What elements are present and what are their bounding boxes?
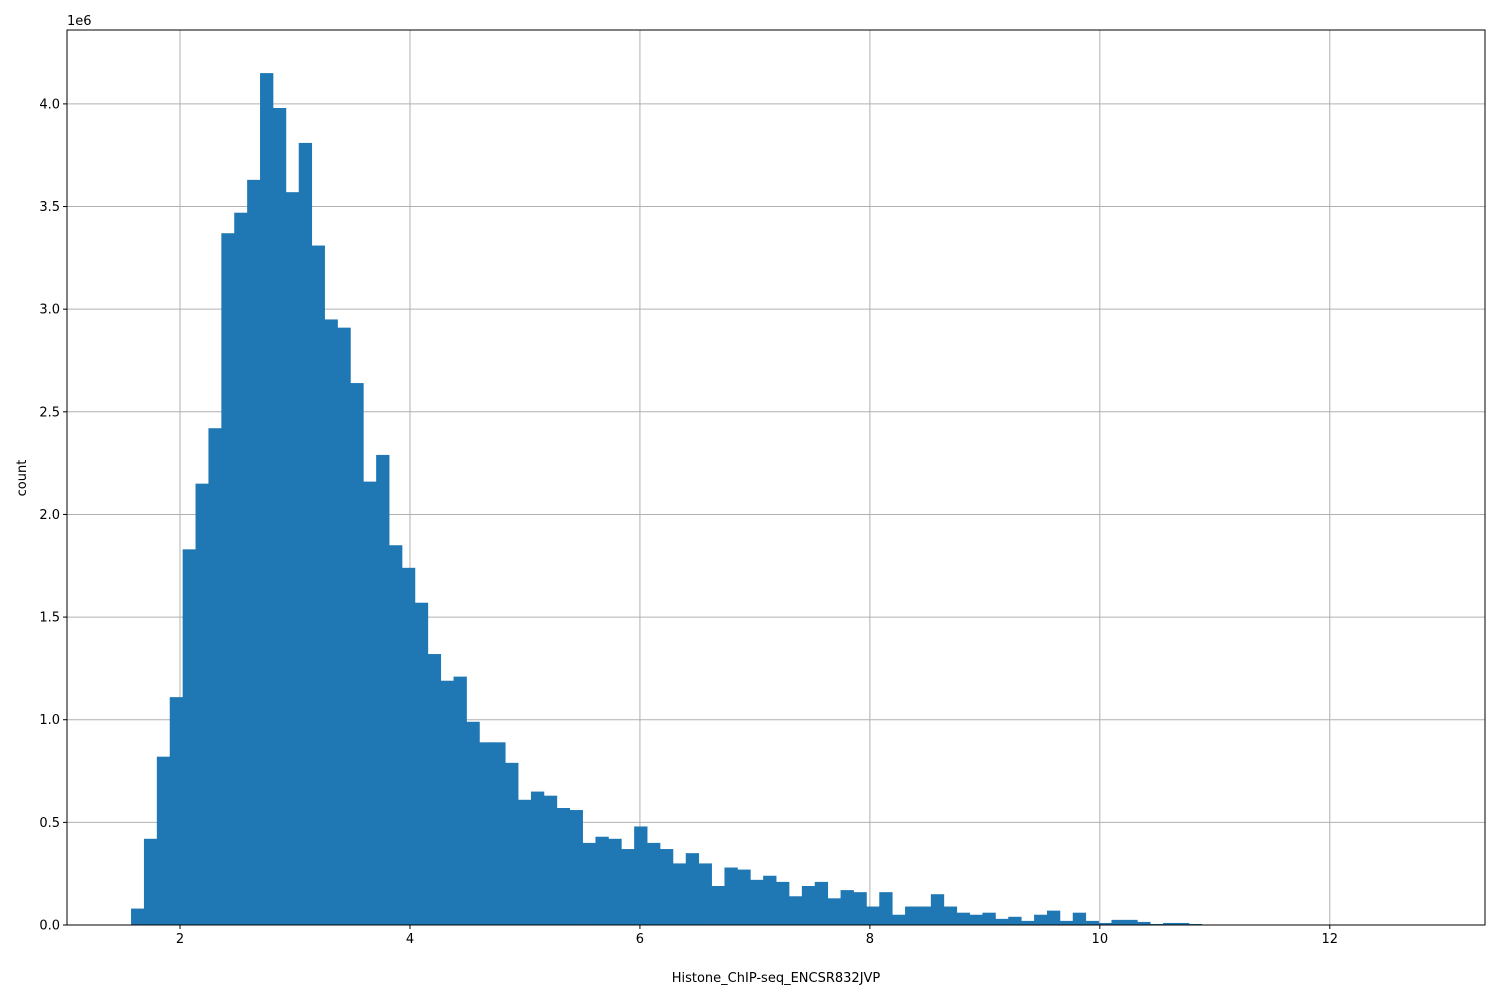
- y-tick-label: 0.0: [39, 919, 60, 934]
- histogram-bar: [660, 849, 673, 925]
- histogram-bar: [1047, 911, 1060, 925]
- histogram-bar: [1034, 915, 1047, 925]
- histogram-bar: [454, 677, 467, 925]
- histogram-bar: [776, 882, 789, 925]
- histogram-bar: [299, 143, 312, 925]
- histogram-bar: [789, 896, 802, 925]
- histogram-bar: [634, 826, 647, 925]
- histogram-bar: [337, 328, 350, 925]
- histogram-bar: [595, 837, 608, 925]
- histogram-bar: [1111, 920, 1124, 925]
- histogram-bar: [479, 742, 492, 925]
- y-tick-label: 0.5: [39, 816, 60, 831]
- y-tick-label: 4.0: [39, 97, 60, 112]
- y-tick-label: 2.0: [39, 508, 60, 523]
- y-tick-label: 3.5: [39, 200, 60, 215]
- histogram-bar: [518, 800, 531, 925]
- histogram-bar: [505, 763, 518, 925]
- x-axis: 2 4 6 8 10 12: [176, 925, 1338, 947]
- histogram-bar: [234, 213, 247, 925]
- histogram-bar: [931, 894, 944, 925]
- histogram-bar: [1124, 920, 1137, 925]
- histogram-bar: [802, 886, 815, 925]
- histogram-bar: [737, 870, 750, 925]
- x-tick-label: 12: [1322, 932, 1339, 947]
- histogram-bar: [1086, 921, 1099, 925]
- y-axis-label: count: [15, 460, 30, 497]
- histogram-bar: [828, 898, 841, 925]
- y-tick-label: 1.5: [39, 611, 60, 626]
- histogram-bar: [621, 849, 634, 925]
- histogram-bar: [325, 319, 338, 925]
- histogram-bar: [544, 796, 557, 925]
- y-tick-label: 1.0: [39, 713, 60, 728]
- histogram-bar: [428, 654, 441, 925]
- histogram-bar: [183, 549, 196, 925]
- histogram-bar: [144, 839, 157, 925]
- histogram-bar: [1073, 913, 1086, 925]
- histogram-bar: [466, 722, 479, 925]
- histogram-bar: [686, 853, 699, 925]
- histogram-bar: [673, 863, 686, 925]
- x-tick-label: 2: [176, 932, 184, 947]
- y-tick-label: 3.0: [39, 303, 60, 318]
- histogram-bar: [247, 180, 260, 925]
- x-tick-label: 10: [1092, 932, 1109, 947]
- histogram-bar: [995, 919, 1008, 925]
- histogram-bar: [763, 876, 776, 925]
- histogram-bar: [699, 863, 712, 925]
- x-tick-label: 6: [636, 932, 644, 947]
- histogram-bar: [918, 907, 931, 925]
- histogram-bar: [724, 868, 737, 925]
- histogram-bar: [208, 428, 221, 925]
- y-axis: 0.0 0.5 1.0 1.5 2.0 2.5 3.0 3.5 4.0: [39, 97, 67, 933]
- histogram-bar: [583, 843, 596, 925]
- histogram-bar: [350, 383, 363, 925]
- y-offset-label: 1e6: [67, 14, 92, 29]
- histogram-bar: [389, 545, 402, 925]
- y-tick-label: 2.5: [39, 405, 60, 420]
- histogram-bar: [492, 742, 505, 925]
- histogram-bar: [273, 108, 286, 925]
- histogram-bar: [892, 915, 905, 925]
- histogram-bar: [1008, 917, 1021, 925]
- histogram-bar: [1021, 921, 1034, 925]
- bars: [131, 73, 1421, 925]
- histogram-bar: [157, 757, 170, 925]
- histogram-bar: [712, 886, 725, 925]
- histogram-bar: [957, 913, 970, 925]
- histogram-bar: [905, 907, 918, 925]
- histogram-bar: [415, 603, 428, 925]
- histogram-bar: [841, 890, 854, 925]
- histogram-bar: [970, 915, 983, 925]
- histogram-bar: [441, 681, 454, 925]
- histogram-bar: [866, 907, 879, 925]
- histogram-bar: [982, 913, 995, 925]
- histogram-bar: [131, 909, 144, 925]
- histogram-bar: [608, 839, 621, 925]
- histogram-bar: [531, 792, 544, 925]
- histogram-bar: [815, 882, 828, 925]
- histogram-bar: [312, 246, 325, 925]
- histogram-bar: [879, 892, 892, 925]
- histogram-bar: [557, 808, 570, 925]
- x-tick-label: 8: [866, 932, 874, 947]
- histogram-bar: [363, 482, 376, 925]
- histogram-bar: [260, 73, 273, 925]
- x-axis-label: Histone_ChIP-seq_ENCSR832JVP: [672, 971, 881, 986]
- histogram-bar: [376, 455, 389, 925]
- x-tick-label: 4: [406, 932, 414, 947]
- histogram-bar: [750, 880, 763, 925]
- histogram-bar: [647, 843, 660, 925]
- histogram-bar: [570, 810, 583, 925]
- histogram-bar: [196, 484, 209, 925]
- histogram-bar: [944, 907, 957, 925]
- histogram-bar: [402, 568, 415, 925]
- histogram-bar: [286, 192, 299, 925]
- histogram-bar: [853, 892, 866, 925]
- histogram-bar: [1060, 921, 1073, 925]
- histogram-bar: [221, 233, 234, 925]
- histogram-bar: [170, 697, 183, 925]
